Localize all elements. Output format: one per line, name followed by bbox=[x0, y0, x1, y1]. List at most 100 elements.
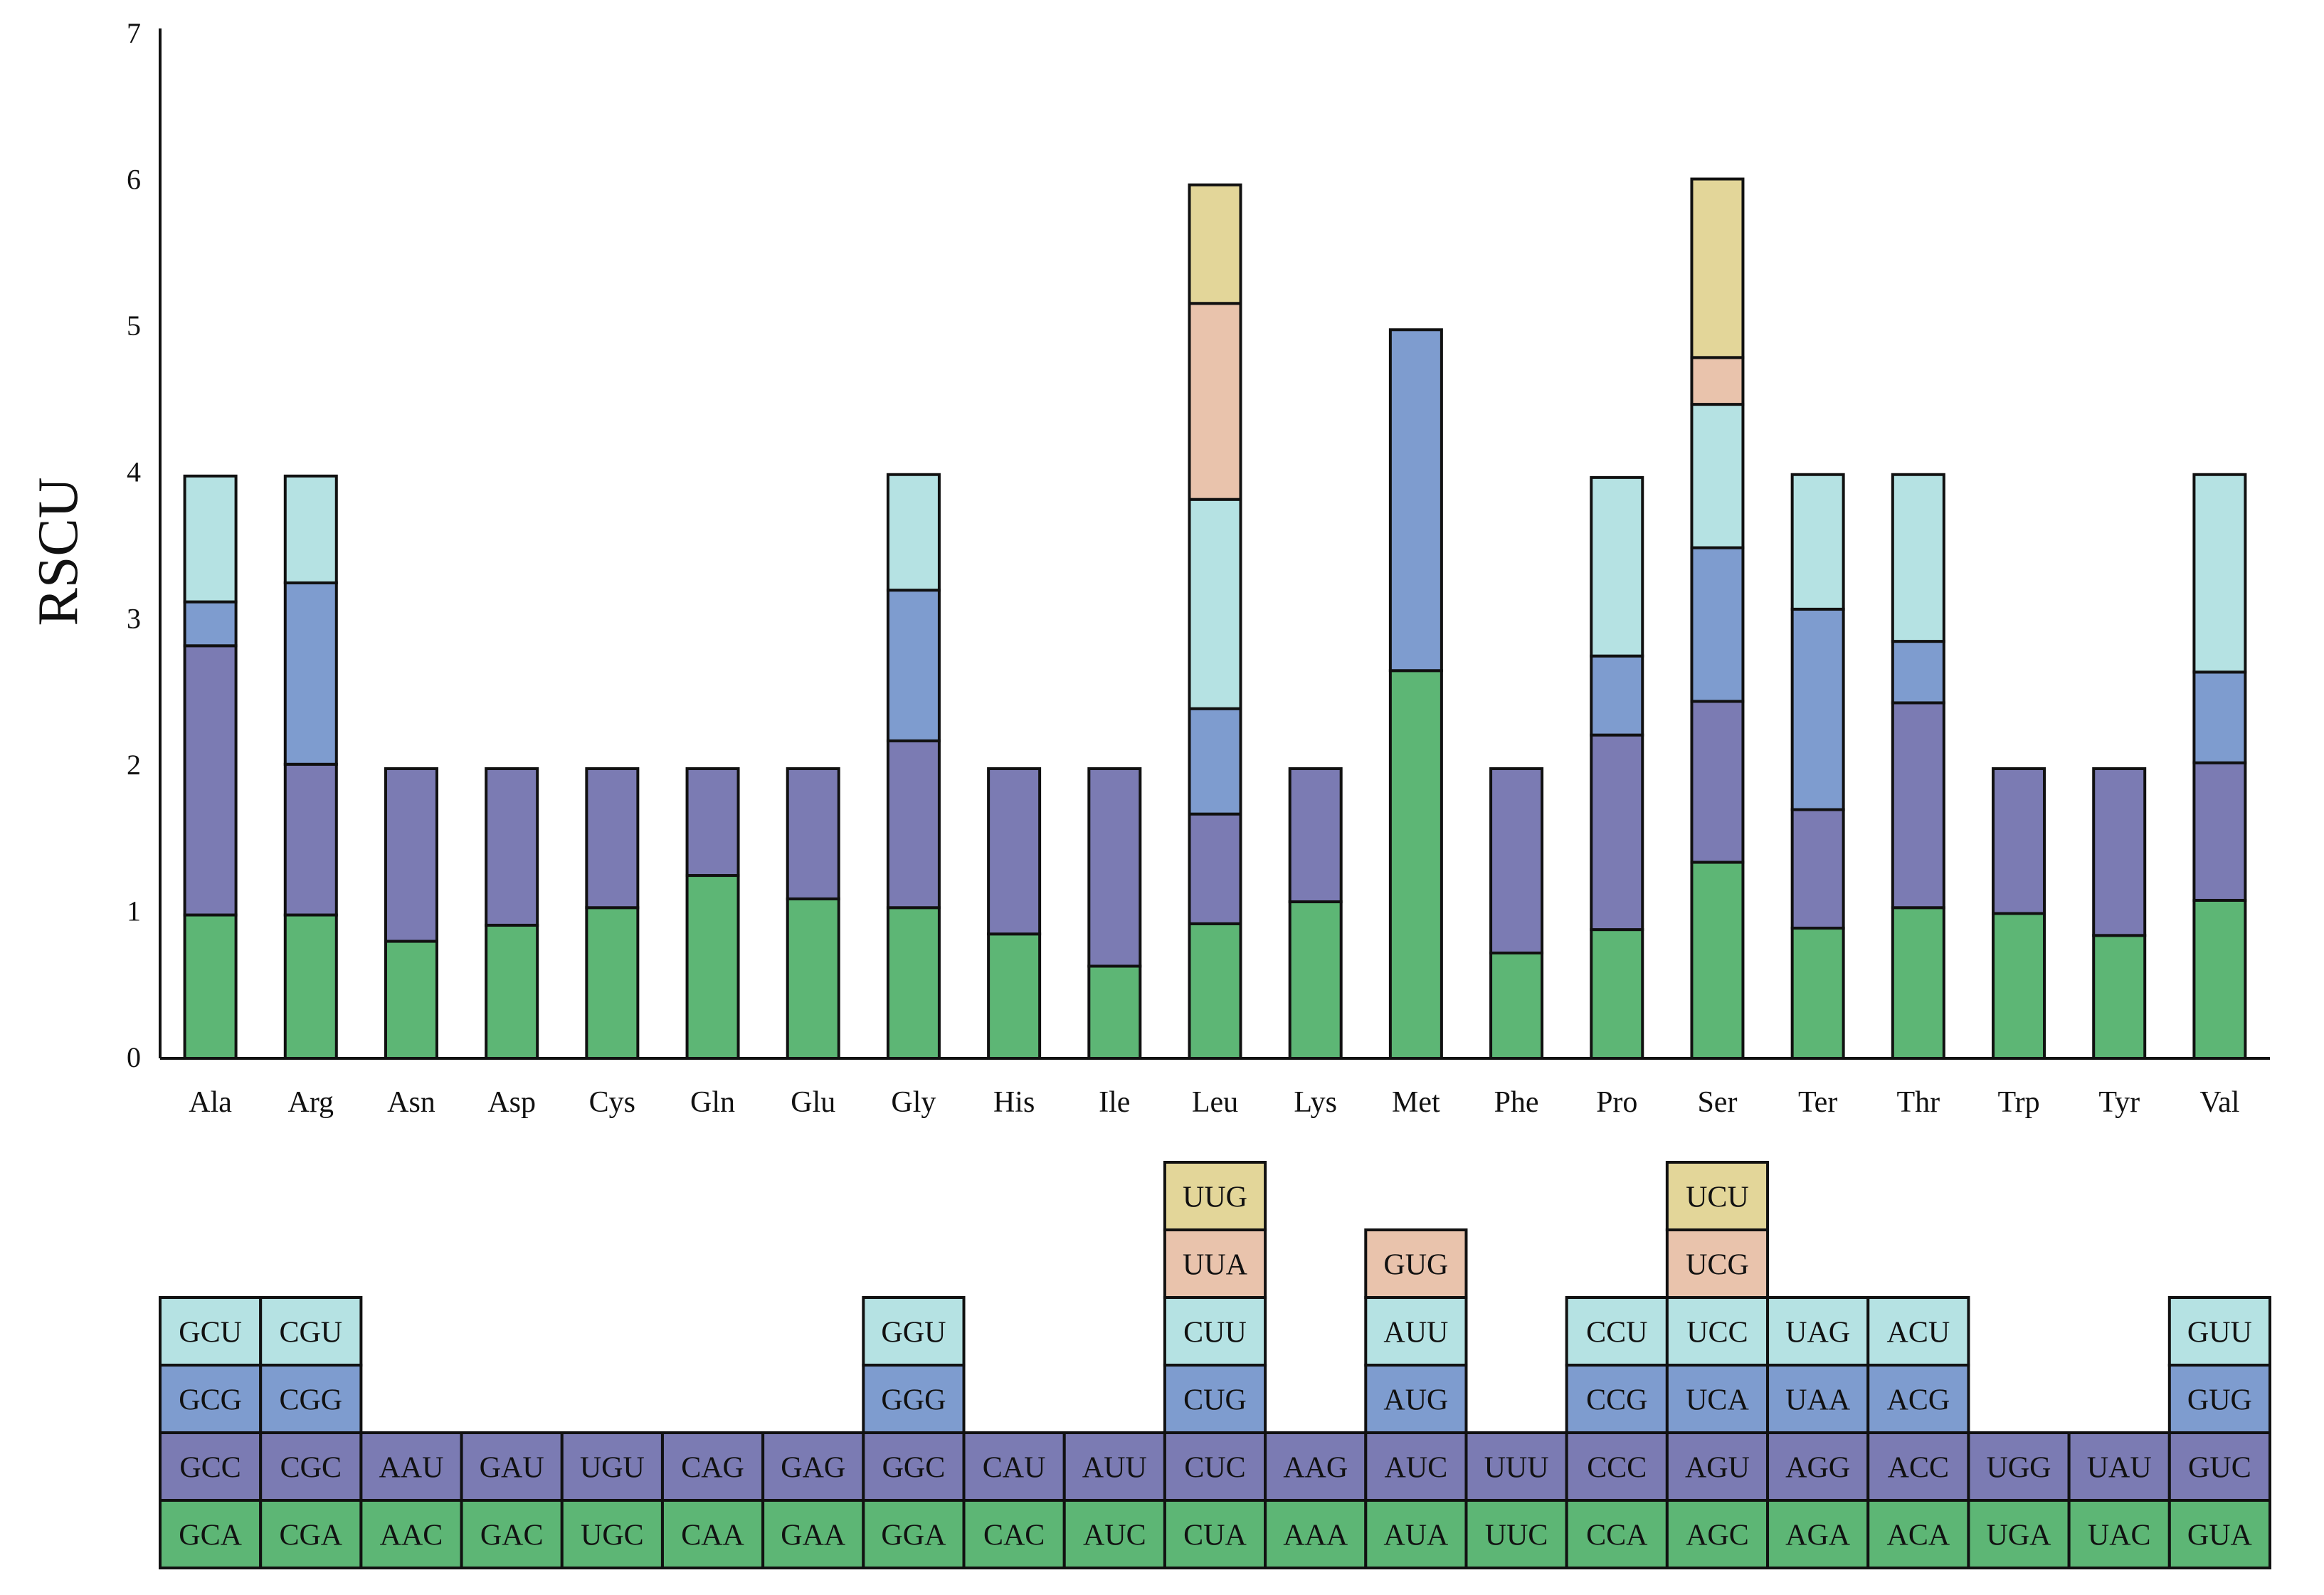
bar-segment-acu bbox=[1891, 473, 1945, 643]
codon-label: AUU bbox=[1383, 1317, 1448, 1349]
codon-cell bbox=[2167, 1499, 2272, 1569]
codon-cell bbox=[1866, 1296, 1970, 1367]
codon-label: GCG bbox=[179, 1384, 242, 1417]
codon-label: GCC bbox=[179, 1452, 241, 1485]
codon-cell bbox=[259, 1431, 363, 1502]
codon-label: CCG bbox=[1586, 1384, 1647, 1417]
bar-segment-ugu bbox=[585, 767, 640, 910]
bar-segment-uuu bbox=[1489, 767, 1544, 954]
codon-label: ACA bbox=[1886, 1520, 1950, 1552]
codon-cell bbox=[862, 1364, 966, 1434]
bar-segment-gug bbox=[2192, 670, 2247, 764]
bar-segment-cuc bbox=[1188, 812, 1242, 925]
codon-label: UGC bbox=[581, 1520, 644, 1552]
codon-cell bbox=[1967, 1431, 2071, 1502]
codon-label: UAC bbox=[2088, 1520, 2151, 1552]
codon-label: ACU bbox=[1886, 1317, 1950, 1349]
bar-segment-cgc bbox=[283, 762, 338, 917]
bar-segment-aac bbox=[384, 939, 438, 1060]
bar-segment-aau bbox=[384, 767, 438, 943]
x-tick-label: Cys bbox=[589, 1086, 635, 1119]
bar-segment-cga bbox=[283, 913, 338, 1060]
bar-arg bbox=[283, 474, 338, 1060]
x-tick-label: Trp bbox=[1997, 1086, 2039, 1119]
codon-label: AAA bbox=[1283, 1520, 1348, 1552]
codon-cell bbox=[1062, 1431, 1166, 1502]
codon-label: GUA bbox=[2187, 1520, 2253, 1552]
codon-label: CGG bbox=[279, 1384, 342, 1417]
bar-segment-auc bbox=[1087, 964, 1142, 1060]
x-tick-label: Val bbox=[2199, 1086, 2239, 1119]
codon-label: AAC bbox=[380, 1520, 443, 1552]
codon-cell bbox=[1264, 1499, 1368, 1569]
legend-column-pro: CCA CCC CCG CCU bbox=[1565, 1296, 1669, 1569]
bar-his bbox=[987, 767, 1042, 1060]
codon-label: AAU bbox=[379, 1452, 443, 1485]
x-tick-label: Gly bbox=[891, 1086, 936, 1119]
bar-segment-gcg bbox=[183, 600, 238, 648]
codon-cell bbox=[862, 1431, 966, 1502]
x-tick-label: His bbox=[993, 1086, 1035, 1119]
bar-segment-ucc bbox=[1690, 403, 1745, 549]
x-tick-label: Ala bbox=[189, 1086, 232, 1119]
codon-label: CGC bbox=[280, 1452, 342, 1485]
codon-label: AGC bbox=[1686, 1520, 1749, 1552]
bar-segment-gga bbox=[886, 906, 941, 1060]
bar-gln bbox=[685, 767, 740, 1060]
bar-segment-cau bbox=[987, 767, 1042, 936]
codon-label: UUU bbox=[1484, 1452, 1549, 1485]
bar-segment-cca bbox=[1590, 928, 1644, 1060]
codon-cell bbox=[862, 1296, 966, 1367]
codon-label: GAA bbox=[781, 1520, 846, 1552]
legend-column-lys: AAA AAG bbox=[1264, 1431, 1368, 1569]
x-tick-label: Met bbox=[1392, 1086, 1440, 1119]
codon-label: CAU bbox=[983, 1452, 1046, 1485]
codon-label: UCG bbox=[1686, 1249, 1749, 1282]
bar-segment-ucu bbox=[1690, 177, 1745, 359]
bar-segment-ccg bbox=[1590, 654, 1644, 737]
codon-label: UCA bbox=[1686, 1384, 1749, 1417]
codon-label: GAG bbox=[781, 1452, 845, 1485]
codon-label: GUC bbox=[2188, 1452, 2251, 1485]
legend-column-asn: AAC AAU bbox=[359, 1431, 463, 1569]
bar-segment-guu bbox=[2192, 473, 2247, 674]
codon-cell bbox=[1565, 1364, 1669, 1434]
legend-column-leu: CUA CUC CUG CUU UUA UUG bbox=[1163, 1161, 1267, 1569]
codon-label: CAA bbox=[681, 1520, 744, 1552]
codon-cell bbox=[259, 1364, 363, 1434]
codon-label: AUG bbox=[1383, 1384, 1448, 1417]
legend-column-thr: ACA ACC ACG ACU bbox=[1866, 1296, 1970, 1569]
bar-segment-cac bbox=[987, 932, 1042, 1060]
x-tick-label: Phe bbox=[1494, 1086, 1539, 1119]
bar-segment-gac bbox=[485, 923, 539, 1060]
codon-cell bbox=[660, 1431, 765, 1502]
codon-label: GCU bbox=[179, 1317, 242, 1349]
legend-column-phe: UUC UUU bbox=[1464, 1431, 1568, 1569]
bar-segment-uua bbox=[1188, 302, 1242, 501]
bar-segment-ccu bbox=[1590, 475, 1644, 658]
codon-label: UUA bbox=[1183, 1249, 1248, 1282]
legend-column-his: CAC CAU bbox=[962, 1431, 1066, 1569]
bar-segment-cgu bbox=[283, 474, 338, 584]
codon-cell bbox=[1565, 1296, 1669, 1367]
bar-segment-aag bbox=[1288, 767, 1343, 904]
bar-segment-cua bbox=[1188, 922, 1242, 1060]
bar-met bbox=[1388, 328, 1443, 1060]
codon-cell bbox=[660, 1499, 765, 1569]
codon-label: GUU bbox=[2187, 1317, 2252, 1349]
bar-segment-gua bbox=[2192, 898, 2247, 1060]
codon-cell bbox=[1364, 1228, 1468, 1299]
codon-cell bbox=[2167, 1431, 2272, 1502]
codon-cell bbox=[1866, 1364, 1970, 1434]
bars bbox=[183, 177, 2247, 1060]
codon-cell bbox=[1866, 1499, 1970, 1569]
codon-label: GGG bbox=[881, 1384, 946, 1417]
bar-segment-uga bbox=[1992, 912, 2046, 1060]
legend-column-gln: CAA CAG bbox=[660, 1431, 765, 1569]
bar-val bbox=[2192, 473, 2247, 1060]
codon-cell bbox=[1163, 1161, 1267, 1231]
bar-ter bbox=[1790, 473, 1845, 1060]
codon-cell bbox=[761, 1499, 865, 1569]
codon-label: CCC bbox=[1587, 1452, 1647, 1485]
legend-column-cys: UGC UGU bbox=[560, 1431, 664, 1569]
